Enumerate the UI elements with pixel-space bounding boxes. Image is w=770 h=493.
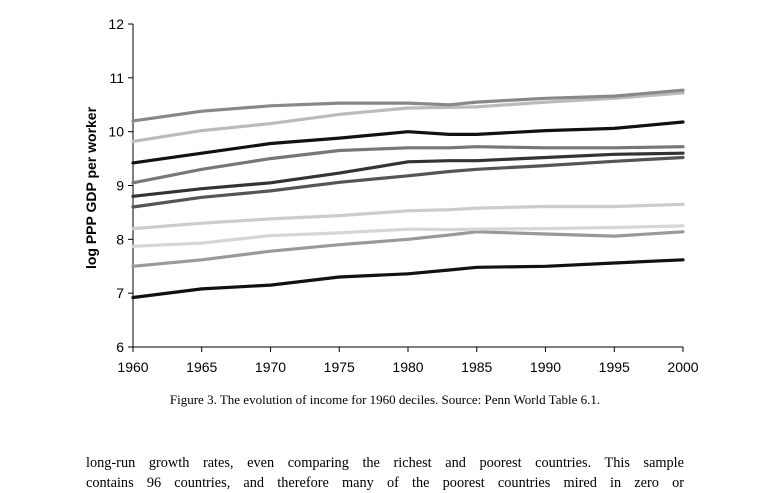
x-tick-label: 1985 [461, 359, 492, 375]
body-text-line-2: contains 96 countries, and therefore man… [86, 475, 684, 491]
series-line-decile-10 [131, 88, 685, 123]
y-tick-label: 6 [116, 339, 124, 355]
y-tick-label: 8 [116, 231, 124, 247]
x-tick-label: 1970 [255, 359, 286, 375]
x-tick-label: 2000 [667, 359, 698, 375]
y-tick-label: 10 [108, 124, 124, 140]
series-line-decile-8 [131, 120, 685, 165]
body-text-line-1: long-run growth rates, even comparing th… [86, 455, 684, 471]
figure-caption: Figure 3. The evolution of income for 19… [169, 392, 601, 407]
series-line-decile-5 [131, 155, 685, 209]
series-line-decile-3 [131, 224, 685, 248]
x-tick-label: 1965 [186, 359, 217, 375]
y-tick-label: 12 [108, 16, 124, 32]
x-tick-label: 1975 [324, 359, 355, 375]
chart-series-layer [131, 88, 685, 300]
series-line-decile-2 [131, 230, 685, 268]
series-line-decile-4 [131, 202, 685, 231]
series-line-decile-1 [131, 258, 685, 300]
y-tick-label: 7 [116, 285, 124, 301]
income-deciles-chart: 6 7 8 9 10 11 12 1960 1965 1970 1975 1980 1985 1990 19… [83, 16, 699, 375]
series-line-decile-6 [131, 151, 685, 198]
series-line-decile-7 [131, 145, 685, 185]
x-tick-label: 1990 [530, 359, 561, 375]
y-axis-title: log PPP GDP per worker [83, 106, 99, 269]
x-tick-label: 1995 [599, 359, 630, 375]
series-line-decile-9 [131, 91, 685, 143]
y-tick-label: 9 [116, 178, 124, 194]
y-tick-label: 11 [109, 70, 124, 86]
chart-axes: 6 7 8 9 10 11 12 1960 1965 1970 1975 1980 1985 1990 19… [108, 16, 698, 375]
x-tick-label: 1980 [392, 359, 423, 375]
x-tick-label: 1960 [117, 359, 148, 375]
